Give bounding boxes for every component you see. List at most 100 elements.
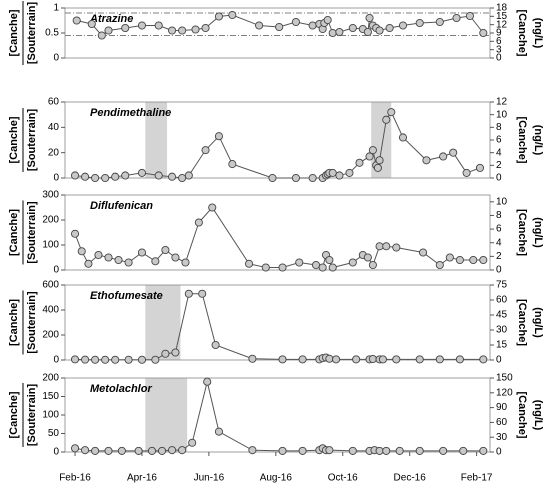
panel-title: Metolachlor (90, 383, 152, 395)
data-point (248, 446, 257, 455)
data-point (178, 173, 187, 183)
y2-tick-label: 60 (496, 417, 508, 428)
data-point (308, 173, 317, 183)
y2-tick-label: 4 (496, 147, 502, 158)
data-point (168, 26, 177, 35)
data-point (81, 172, 90, 181)
data-point (368, 354, 377, 364)
series-line (74, 111, 481, 179)
y2-tick-label: 60 (496, 295, 508, 306)
data-point (191, 25, 200, 34)
data-point (308, 21, 317, 30)
data-point (117, 446, 126, 455)
data-point (81, 446, 90, 455)
y-tick-label: 100 (42, 240, 59, 251)
y2-label: [Canche] (516, 116, 528, 163)
data-point (137, 168, 147, 177)
data-point (348, 23, 357, 33)
data-point (161, 349, 170, 358)
data-point (479, 355, 488, 364)
y2-tick-label: 2 (496, 160, 502, 171)
data-point (70, 444, 80, 453)
y2-label: [Canche] (516, 299, 528, 346)
data-point (392, 243, 401, 252)
y2-tick-label: 0 (496, 265, 502, 276)
data-point (124, 258, 133, 267)
data-point (355, 158, 364, 167)
data-point (459, 446, 468, 455)
data-point (121, 23, 130, 33)
data-point (77, 247, 86, 256)
y2-tick-label: 6 (496, 224, 502, 235)
y-tick-label: 0 (53, 265, 59, 276)
y-tick-label: 0 (53, 447, 59, 458)
y2-tick-label: 10 (496, 196, 508, 207)
data-point (382, 242, 391, 251)
y-label-numerator: [Canche] (8, 299, 20, 346)
data-point (137, 21, 147, 30)
data-point (378, 355, 387, 364)
y-tick-label: 200 (42, 215, 59, 226)
data-point (439, 152, 448, 161)
y2-tick-label: 3 (496, 44, 502, 55)
data-point (87, 19, 96, 29)
data-point (348, 258, 357, 267)
y-tick-label: 600 (42, 280, 59, 291)
data-point (332, 355, 341, 364)
y-tick-label: 0.5 (45, 28, 59, 39)
data-point (104, 253, 113, 262)
data-point (445, 253, 454, 262)
data-point (134, 446, 143, 455)
y-tick-label: 20 (48, 147, 60, 158)
data-point (111, 355, 120, 364)
data-point (154, 171, 163, 180)
data-point (81, 355, 90, 364)
data-point (91, 446, 100, 455)
y2-tick-label: 6 (496, 135, 502, 146)
data-point (398, 133, 408, 142)
data-point (382, 115, 391, 124)
data-point (154, 21, 163, 30)
y2-tick-label: 8 (496, 210, 502, 221)
y2-tick-label: 18 (496, 3, 508, 14)
data-point (449, 148, 458, 157)
data-point (184, 171, 193, 180)
y2-tick-label: 0 (496, 173, 502, 184)
data-point (452, 13, 461, 23)
y2-tick-label: 120 (496, 387, 513, 398)
data-point (178, 26, 187, 35)
y2-tick-label: 15 (496, 11, 508, 22)
data-point (415, 18, 424, 28)
data-point (419, 248, 428, 257)
y-tick-label: 400 (42, 305, 59, 316)
y2-tick-label: 90 (496, 402, 508, 413)
y2-label: (ng/L) (532, 18, 544, 49)
y2-label: (ng/L) (532, 217, 544, 248)
data-point (368, 146, 377, 155)
data-point (72, 16, 81, 25)
y2-label: [Canche] (516, 9, 528, 56)
x-tick-label: Feb-16 (59, 473, 91, 484)
y2-label: (ng/L) (532, 125, 544, 156)
data-point (208, 203, 217, 212)
panel-title: Atrazine (89, 13, 133, 25)
plot-frame (64, 194, 491, 271)
series-line (74, 206, 484, 269)
y2-tick-label: 8 (496, 122, 502, 133)
data-point (198, 289, 207, 298)
y-tick-label: 150 (42, 391, 59, 402)
x-tick-label: Aug-16 (260, 473, 293, 484)
shaded-period (145, 378, 188, 452)
data-point (278, 446, 287, 455)
data-point (268, 173, 277, 183)
y-label-denominator: [Souterrain] (26, 1, 38, 64)
data-point (363, 253, 372, 262)
data-point (475, 163, 485, 172)
y-label-numerator: [Canche] (8, 209, 20, 256)
y2-tick-label: 9 (496, 28, 502, 39)
y2-tick-label: 30 (496, 432, 508, 443)
y2-label: (ng/L) (532, 307, 544, 338)
data-point (435, 355, 444, 364)
y-label-denominator: [Souterrain] (26, 383, 38, 446)
data-point (415, 446, 424, 455)
